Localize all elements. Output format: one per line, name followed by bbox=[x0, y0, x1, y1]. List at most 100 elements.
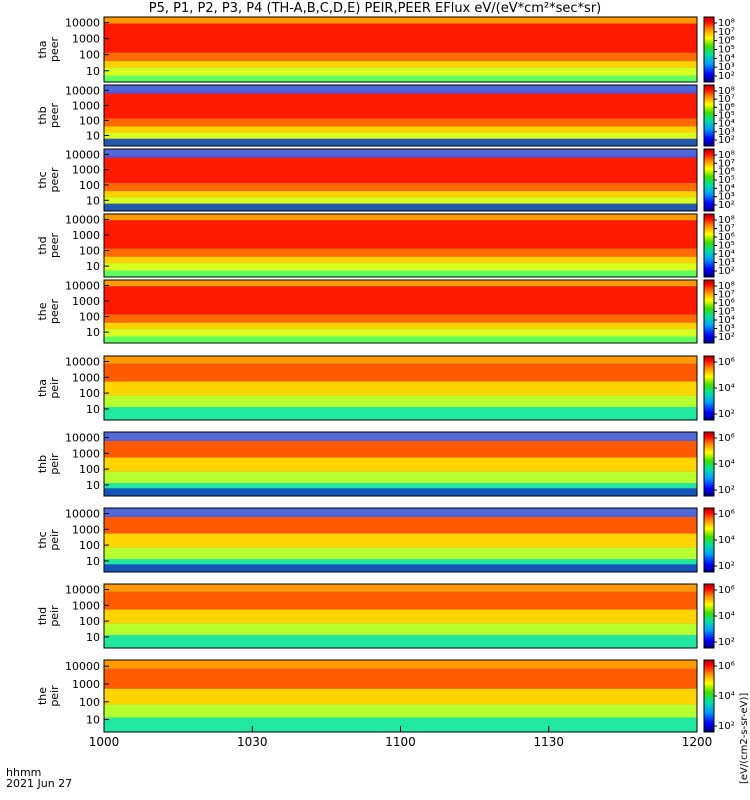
colorbar-tick-label: 10⁵ bbox=[718, 45, 735, 56]
spectrogram-band bbox=[104, 155, 697, 184]
panel-probe-label: tha bbox=[36, 379, 49, 397]
spectrogram-band bbox=[104, 668, 697, 689]
spectrogram-band bbox=[104, 286, 697, 315]
panel-probe-label: thd bbox=[36, 236, 49, 254]
y-tick-label: 100 bbox=[79, 311, 100, 324]
colorbar bbox=[703, 213, 715, 278]
spectrogram-band bbox=[104, 52, 697, 62]
spectrogram-band bbox=[104, 381, 697, 396]
colorbar-tick-label: 10² bbox=[718, 409, 735, 420]
colorbar bbox=[703, 355, 715, 421]
panel-frame bbox=[103, 507, 698, 573]
panel-species-label: peer bbox=[48, 233, 61, 259]
colorbar-tick-label: 10⁵ bbox=[718, 175, 735, 186]
noise-band bbox=[104, 85, 697, 94]
panel-species-label: peir bbox=[48, 685, 61, 707]
noise-band bbox=[104, 149, 697, 158]
colorbar-tick-label: 10⁸ bbox=[718, 150, 735, 161]
spectrogram-band bbox=[104, 280, 697, 287]
y-tick-label: 1000 bbox=[72, 371, 100, 384]
spectrogram-band bbox=[104, 23, 697, 53]
panel-the-peir: 10000 1000 100 10 the peir 10⁶ 10⁴ 10² bbox=[36, 659, 735, 733]
x-tick-label: 1100 bbox=[385, 735, 416, 749]
spectrogram-band bbox=[104, 407, 697, 420]
colorbar-tick-label: 10⁴ bbox=[718, 611, 735, 622]
colorbar-tick-label: 10⁴ bbox=[718, 119, 735, 130]
colorbar-tick-label: 10⁷ bbox=[718, 224, 735, 235]
colorbar-tick-label: 10⁶ bbox=[718, 298, 735, 309]
y-tick-label: 1000 bbox=[72, 164, 100, 177]
spectrogram-band bbox=[104, 183, 697, 192]
y-tick-label: 1000 bbox=[72, 523, 100, 536]
colorbar-tick-label: 10⁶ bbox=[718, 102, 735, 113]
panel-the-peer: 10000 1000 100 10 the peer 10⁸10⁷10⁶10⁵10⁴10³1… bbox=[36, 279, 735, 344]
colorbar-tick-label: 10⁸ bbox=[718, 281, 735, 292]
noise-band bbox=[104, 203, 697, 211]
y-tick-label: 10 bbox=[86, 326, 100, 339]
y-tick-label: 100 bbox=[79, 615, 100, 628]
spectrogram-band bbox=[104, 635, 697, 648]
panel-species-label: peer bbox=[48, 103, 61, 129]
spectrogram-band bbox=[104, 609, 697, 624]
noise-band bbox=[104, 138, 697, 146]
panel-thc-peer: 10000 1000 100 10 thc peer 10⁸10⁷10⁶10⁵10⁴10³1… bbox=[36, 148, 735, 212]
y-tick-label: 10000 bbox=[65, 508, 100, 521]
colorbar-tick-label: 10² bbox=[718, 135, 735, 146]
spectrogram-band bbox=[104, 248, 697, 257]
panel-probe-label: thd bbox=[36, 607, 49, 625]
colorbar-tick-label: 10⁶ bbox=[718, 232, 735, 243]
colorbar-tick-label: 10² bbox=[718, 71, 735, 82]
panel-frame bbox=[103, 279, 698, 344]
panel-thd-peir: 10000 1000 100 10 thd peir 10⁶ 10⁴ 10² bbox=[36, 583, 735, 649]
spectrogram-band bbox=[104, 660, 697, 669]
panel-probe-label: thc bbox=[36, 531, 49, 548]
spectrogram-band bbox=[104, 439, 697, 458]
panel-frame bbox=[103, 84, 698, 147]
colorbar-tick-label: 10⁵ bbox=[718, 307, 735, 318]
y-tick-label: 10 bbox=[86, 65, 100, 78]
colorbar-tick-label: 10⁴ bbox=[718, 53, 735, 64]
y-tick-label: 100 bbox=[79, 387, 100, 400]
colorbar bbox=[703, 148, 715, 212]
colorbar-tick-label: 10² bbox=[718, 266, 735, 277]
spectrogram-band bbox=[104, 623, 697, 636]
spectrogram-band bbox=[104, 704, 697, 718]
colorbar-tick-label: 10⁷ bbox=[718, 158, 735, 169]
spectrogram-band bbox=[104, 547, 697, 560]
panel-frame bbox=[103, 583, 698, 649]
colorbar-tick-label: 10⁸ bbox=[718, 86, 735, 97]
colorbar-tick-label: 10⁵ bbox=[718, 111, 735, 122]
panel-species-label: peer bbox=[48, 167, 61, 193]
colorbar-tick-label: 10² bbox=[718, 485, 735, 496]
colorbar-tick-label: 10³ bbox=[718, 258, 735, 269]
panel-species-label: peir bbox=[48, 529, 61, 551]
colorbar-tick-label: 10⁴ bbox=[718, 691, 735, 702]
time-axis-label: hhmm bbox=[6, 766, 42, 779]
noise-band bbox=[104, 564, 697, 572]
y-tick-label: 10 bbox=[86, 194, 100, 207]
colorbar-tick-label: 10⁶ bbox=[718, 167, 735, 178]
spectrogram-band bbox=[104, 17, 697, 24]
colorbar-units-label: [eV/(cm2-s-sr-eV)] bbox=[739, 692, 750, 784]
y-tick-label: 10 bbox=[86, 129, 100, 142]
y-tick-label: 10000 bbox=[65, 432, 100, 445]
colorbar-tick-label: 10² bbox=[718, 637, 735, 648]
panel-species-label: peer bbox=[48, 299, 61, 325]
y-tick-label: 10000 bbox=[65, 17, 100, 30]
spectrogram-band bbox=[104, 515, 697, 534]
spectrogram-band bbox=[104, 197, 697, 205]
x-tick-label: 1000 bbox=[89, 735, 120, 749]
colorbar bbox=[703, 16, 715, 83]
spectrogram-band bbox=[104, 191, 697, 198]
noise-band bbox=[104, 508, 697, 517]
y-tick-label: 10 bbox=[86, 479, 100, 492]
spectrogram-band bbox=[104, 591, 697, 610]
colorbar bbox=[703, 431, 715, 497]
plot-title: P5, P1, P2, P3, P4 (TH-A,B,C,D,E) PEIR,P… bbox=[148, 1, 602, 16]
y-tick-label: 100 bbox=[79, 463, 100, 476]
colorbar-tick-label: 10³ bbox=[718, 62, 735, 73]
colorbar-tick-label: 10² bbox=[718, 332, 735, 343]
y-tick-label: 10000 bbox=[65, 584, 100, 597]
colorbar bbox=[703, 583, 715, 649]
